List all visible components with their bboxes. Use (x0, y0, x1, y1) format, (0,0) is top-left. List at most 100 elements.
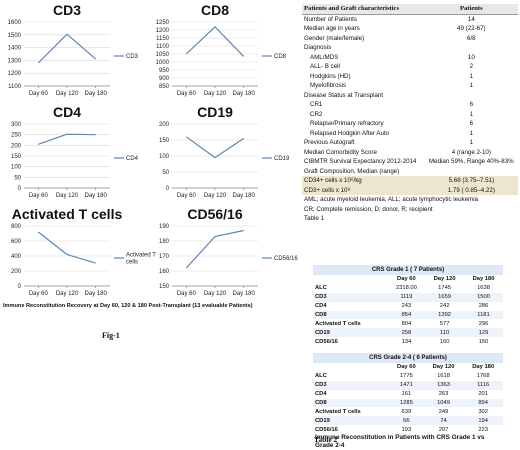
cell-value: 1659 (425, 293, 464, 302)
legend-label: CD56/16 (274, 256, 298, 262)
y-tick-label: 150 (159, 138, 170, 144)
y-tick-label: 1500 (8, 33, 22, 39)
y-tick-label: 150 (11, 154, 22, 160)
cell-value: 1638 (464, 284, 503, 293)
row-value: 4 (range 2-10) (425, 148, 518, 158)
cell-value: 134 (388, 337, 425, 346)
legend-label: CD3 (126, 54, 139, 60)
y-tick-label: 300 (11, 122, 22, 128)
cell-value: 129 (464, 328, 503, 337)
x-tick-label: Day 120 (204, 193, 227, 199)
row-label: CD34+ cells x 10⁶/kg (302, 176, 425, 186)
y-tick-label: 800 (11, 224, 22, 230)
y-tick-label: 400 (11, 254, 22, 260)
row-label: Graft Composition, Median (range) (302, 167, 425, 177)
cell-value: 804 (388, 319, 425, 328)
y-tick-label: 1600 (8, 20, 22, 26)
cell-value: 1119 (388, 293, 425, 302)
cell-value: 243 (388, 302, 425, 311)
row-value: 1 (425, 129, 518, 139)
cell-value: 207 (424, 425, 464, 434)
cell-value: 161 (389, 390, 424, 399)
chart-title: CD3 (53, 2, 81, 18)
row-label: Activated T cells (313, 407, 389, 416)
y-tick-label: 50 (162, 170, 169, 176)
legend-label: CD8 (274, 54, 287, 60)
y-tick-label: 1000 (156, 60, 170, 66)
cell-value: 193 (389, 425, 424, 434)
y-tick-label: 0 (18, 186, 22, 192)
x-tick-label: Day 120 (56, 193, 79, 199)
y-tick-label: 1150 (156, 36, 170, 42)
row-value: Median 59%, Range 40%-83% (425, 157, 518, 167)
y-tick-label: 1050 (156, 52, 170, 58)
row-label: ALL- B cell (302, 62, 425, 72)
y-tick-label: 1200 (156, 28, 170, 34)
row-label: CD19 (313, 328, 388, 337)
cell-value: 258 (388, 328, 425, 337)
row-label: CD19 (313, 416, 389, 425)
column-header: Patients (425, 4, 518, 14)
cell-value: 639 (389, 407, 424, 416)
row-label: CD3 (313, 293, 388, 302)
row-value: 1 (425, 138, 518, 148)
row-value: 14 (425, 14, 518, 24)
cell-value: 302 (463, 407, 503, 416)
cell-value: 1500 (464, 293, 503, 302)
figure-label: Fig-1 (102, 331, 120, 340)
x-tick-label: Day 180 (232, 91, 255, 97)
row-label: Myelofibrosis (302, 81, 425, 91)
chart-title: CD56/16 (187, 206, 242, 222)
column-header: Day 60 (388, 275, 425, 284)
cell-value: 1285 (389, 399, 424, 408)
column-header: Day 60 (389, 363, 424, 372)
x-tick-label: Day 120 (204, 91, 227, 97)
row-label: CD8 (313, 399, 389, 408)
cell-value: 286 (464, 302, 503, 311)
y-tick-label: 150 (159, 284, 170, 290)
y-tick-label: 900 (159, 76, 170, 82)
cell-value: 223 (463, 425, 503, 434)
crs-footer-row: Immune Reconstitution in Patients with C… (313, 434, 503, 450)
legend-label: CD19 (274, 156, 290, 162)
y-tick-label: 850 (159, 84, 170, 90)
cell-value: 1745 (425, 284, 464, 293)
row-label: CD3+ cells x 10⁸ (302, 186, 425, 196)
cell-value: 56 (389, 416, 424, 425)
cell-value: 1181 (464, 311, 503, 320)
cell-value: 110 (425, 328, 464, 337)
y-tick-label: 190 (159, 224, 170, 230)
x-tick-label: Day 180 (84, 193, 107, 199)
row-value: 6 (425, 100, 518, 110)
table-note: Table 1 (302, 214, 518, 224)
row-label: Disease Status at Transplant (302, 91, 425, 101)
table-note: CR; Complete remission, D; donor, R; rec… (302, 205, 518, 215)
y-tick-label: 1250 (156, 20, 170, 26)
x-tick-label: Day 60 (29, 193, 49, 199)
y-tick-label: 250 (11, 133, 22, 139)
row-label: Relapsed Hodgkin After Auto (302, 129, 425, 139)
table-row: Diagnosis (302, 43, 518, 53)
row-value: 5.68 (3.75–7.51) (425, 176, 518, 186)
row-label: Number of Patients (302, 14, 425, 24)
x-tick-label: Day 60 (29, 291, 49, 297)
note-text: CR; Complete remission, D; donor, R; rec… (302, 205, 518, 215)
table-row: Hodgkins (HD)1 (302, 72, 518, 82)
